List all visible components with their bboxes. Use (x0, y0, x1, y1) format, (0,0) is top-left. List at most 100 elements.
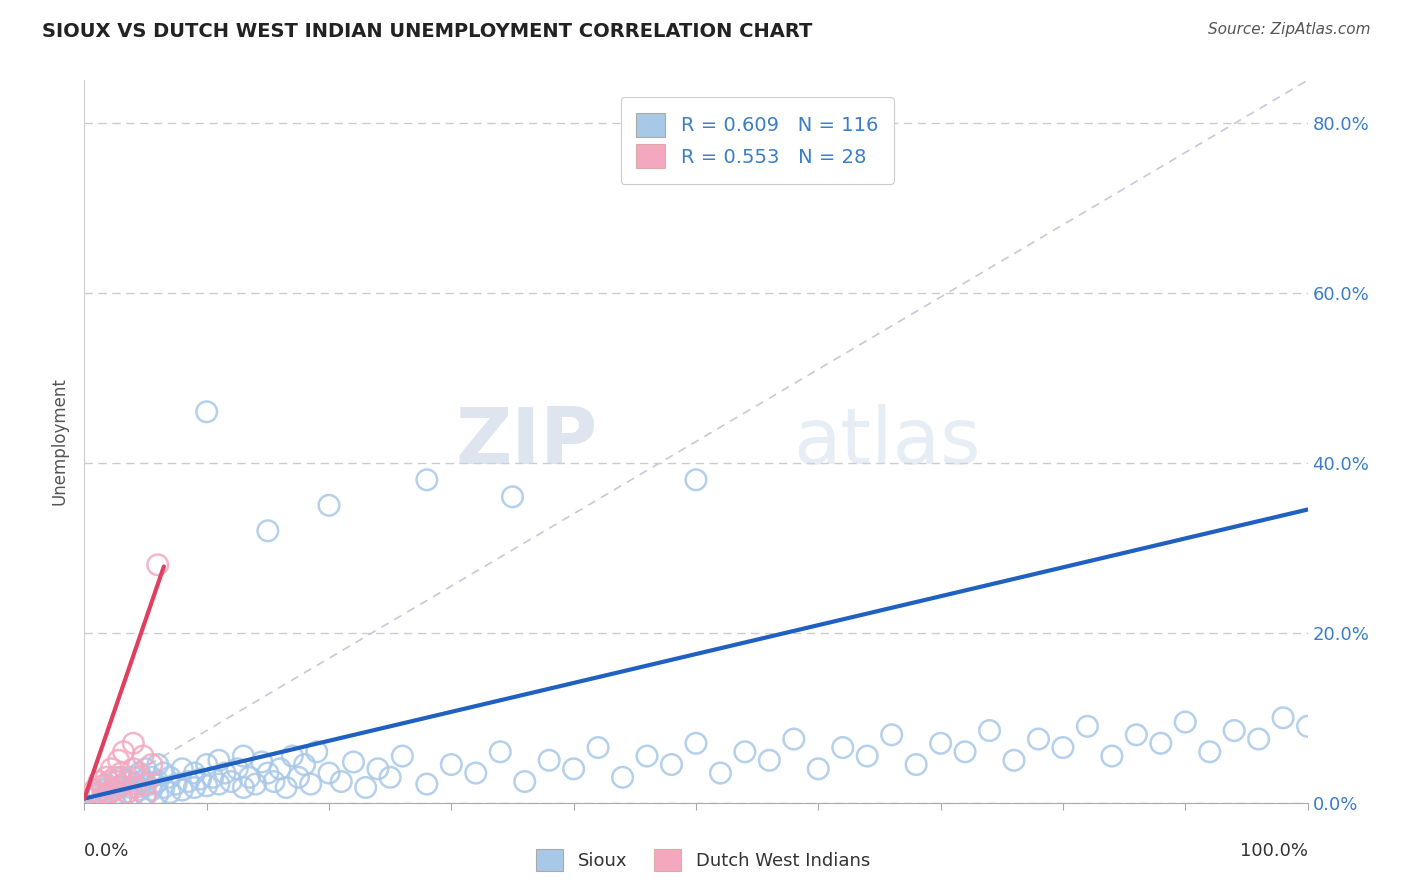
Point (79, 791, 101, 805)
Point (190, 772, 212, 786)
Point (380, 770, 402, 784)
Point (110, 779, 132, 793)
Point (104, 770, 127, 784)
Point (96, 789, 118, 803)
Point (146, 787, 169, 801)
Point (91, 779, 114, 793)
Point (122, 770, 145, 784)
Point (831, 740, 853, 755)
Point (120, 774, 142, 789)
Point (135, 789, 157, 803)
Point (257, 524, 280, 538)
Point (208, 753, 231, 767)
Point (807, 762, 830, 776)
Text: 100.0%: 100.0% (1240, 842, 1308, 860)
Point (226, 762, 249, 776)
Point (110, 779, 132, 793)
Point (979, 723, 1001, 738)
Point (153, 766, 176, 780)
Point (1125, 728, 1147, 742)
Point (214, 766, 236, 780)
Text: SIOUX VS DUTCH WEST INDIAN UNEMPLOYMENT CORRELATION CHART: SIOUX VS DUTCH WEST INDIAN UNEMPLOYMENT … (42, 22, 813, 41)
Point (1101, 749, 1123, 764)
Point (97, 779, 120, 793)
Point (128, 783, 150, 797)
Point (758, 753, 780, 767)
Point (141, 783, 163, 797)
Point (586, 740, 609, 755)
Point (232, 780, 254, 795)
Point (709, 766, 731, 780)
Point (195, 405, 218, 419)
Point (287, 770, 309, 784)
Point (1198, 745, 1220, 759)
Point (146, 558, 169, 572)
Point (1028, 732, 1050, 747)
Point (146, 757, 169, 772)
Point (219, 774, 242, 789)
Point (685, 736, 707, 750)
Point (183, 766, 205, 780)
Point (83, 789, 105, 803)
Point (141, 770, 163, 784)
Point (245, 777, 267, 791)
Point (122, 736, 145, 750)
Point (135, 779, 157, 793)
Point (115, 774, 138, 789)
Point (354, 780, 377, 795)
Point (330, 774, 353, 789)
Point (120, 780, 142, 795)
Point (238, 770, 260, 784)
Point (132, 749, 155, 764)
Point (159, 786, 181, 800)
Point (165, 777, 187, 791)
Point (122, 787, 145, 801)
Point (440, 757, 463, 772)
Point (172, 783, 194, 797)
Point (305, 745, 328, 759)
Point (1247, 732, 1270, 747)
Point (96, 770, 118, 784)
Point (195, 779, 218, 793)
Point (269, 762, 291, 776)
Point (953, 745, 976, 759)
Point (97, 774, 120, 789)
Point (104, 787, 127, 801)
Point (1174, 714, 1197, 729)
Point (177, 774, 200, 789)
Legend: R = 0.609   N = 116, R = 0.553   N = 28: R = 0.609 N = 116, R = 0.553 N = 28 (620, 97, 894, 184)
Point (146, 774, 169, 789)
Point (195, 757, 218, 772)
Point (87, 774, 110, 789)
Point (1150, 736, 1173, 750)
Point (86, 787, 108, 801)
Point (416, 777, 439, 791)
Point (734, 745, 756, 759)
Point (318, 766, 340, 780)
Point (1223, 723, 1246, 738)
Point (115, 786, 138, 800)
Point (276, 780, 298, 795)
Point (100, 762, 122, 776)
Point (367, 762, 389, 776)
Point (135, 762, 157, 776)
Point (110, 789, 132, 803)
Point (112, 745, 135, 759)
Legend: Sioux, Dutch West Indians: Sioux, Dutch West Indians (529, 842, 877, 879)
Point (110, 770, 132, 784)
Point (122, 762, 145, 776)
Point (464, 766, 486, 780)
Point (104, 774, 127, 789)
Point (107, 780, 129, 795)
Point (143, 777, 166, 791)
Point (100, 783, 122, 797)
Point (125, 780, 148, 795)
Point (135, 777, 157, 791)
Point (263, 774, 285, 789)
Y-axis label: Unemployment: Unemployment (51, 377, 69, 506)
Point (538, 753, 561, 767)
Point (661, 757, 683, 772)
Point (562, 762, 585, 776)
Point (299, 777, 322, 791)
Point (612, 770, 634, 784)
